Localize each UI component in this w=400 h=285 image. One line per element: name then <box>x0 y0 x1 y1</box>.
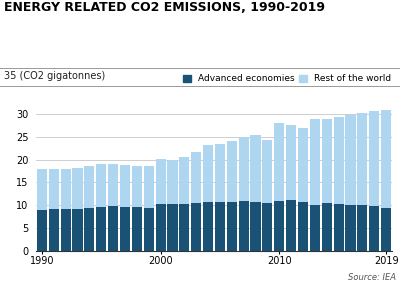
Bar <box>61 209 71 251</box>
Bar <box>120 207 130 251</box>
Bar <box>346 205 356 251</box>
Bar <box>239 137 249 201</box>
Bar <box>84 208 94 251</box>
Bar <box>286 200 296 251</box>
Bar <box>262 203 272 251</box>
Bar <box>262 140 272 203</box>
Bar <box>49 209 59 251</box>
Bar <box>322 203 332 251</box>
Bar <box>61 169 71 209</box>
Bar <box>156 204 166 251</box>
Bar <box>357 113 367 205</box>
Bar <box>120 165 130 207</box>
Bar <box>369 206 379 251</box>
Text: 35 (CO2 gigatonnes): 35 (CO2 gigatonnes) <box>4 71 105 81</box>
Bar <box>168 204 178 251</box>
Bar <box>310 119 320 205</box>
Bar <box>298 128 308 202</box>
Bar <box>168 160 178 204</box>
Bar <box>132 207 142 251</box>
Bar <box>84 166 94 208</box>
Bar <box>96 164 106 207</box>
Bar <box>72 209 82 251</box>
Text: ENERGY RELATED CO2 EMISSIONS, 1990-2019: ENERGY RELATED CO2 EMISSIONS, 1990-2019 <box>4 1 325 15</box>
Bar <box>310 205 320 251</box>
Bar <box>227 201 237 251</box>
Bar <box>298 202 308 251</box>
Bar <box>369 111 379 206</box>
Bar <box>179 204 189 251</box>
Bar <box>191 203 201 251</box>
Bar <box>191 152 201 203</box>
Bar <box>381 110 391 208</box>
Bar <box>334 117 344 204</box>
Bar <box>274 123 284 201</box>
Bar <box>227 141 237 201</box>
Bar <box>239 201 249 251</box>
Bar <box>108 164 118 206</box>
Bar <box>179 157 189 204</box>
Bar <box>37 169 47 210</box>
Legend: Advanced economies, Rest of the world: Advanced economies, Rest of the world <box>182 74 392 83</box>
Bar <box>274 201 284 251</box>
Bar <box>203 201 213 251</box>
Bar <box>322 119 332 203</box>
Bar <box>203 145 213 201</box>
Bar <box>334 204 344 251</box>
Bar <box>346 115 356 205</box>
Bar <box>132 166 142 207</box>
Bar <box>96 207 106 251</box>
Bar <box>144 166 154 208</box>
Bar <box>144 208 154 251</box>
Bar <box>250 201 260 251</box>
Bar <box>381 208 391 251</box>
Bar <box>215 201 225 251</box>
Text: Source: IEA: Source: IEA <box>348 273 396 282</box>
Bar <box>108 206 118 251</box>
Bar <box>357 205 367 251</box>
Bar <box>37 210 47 251</box>
Bar <box>49 169 59 209</box>
Bar <box>286 125 296 200</box>
Bar <box>72 168 82 209</box>
Bar <box>215 144 225 201</box>
Bar <box>250 135 260 201</box>
Bar <box>156 159 166 204</box>
